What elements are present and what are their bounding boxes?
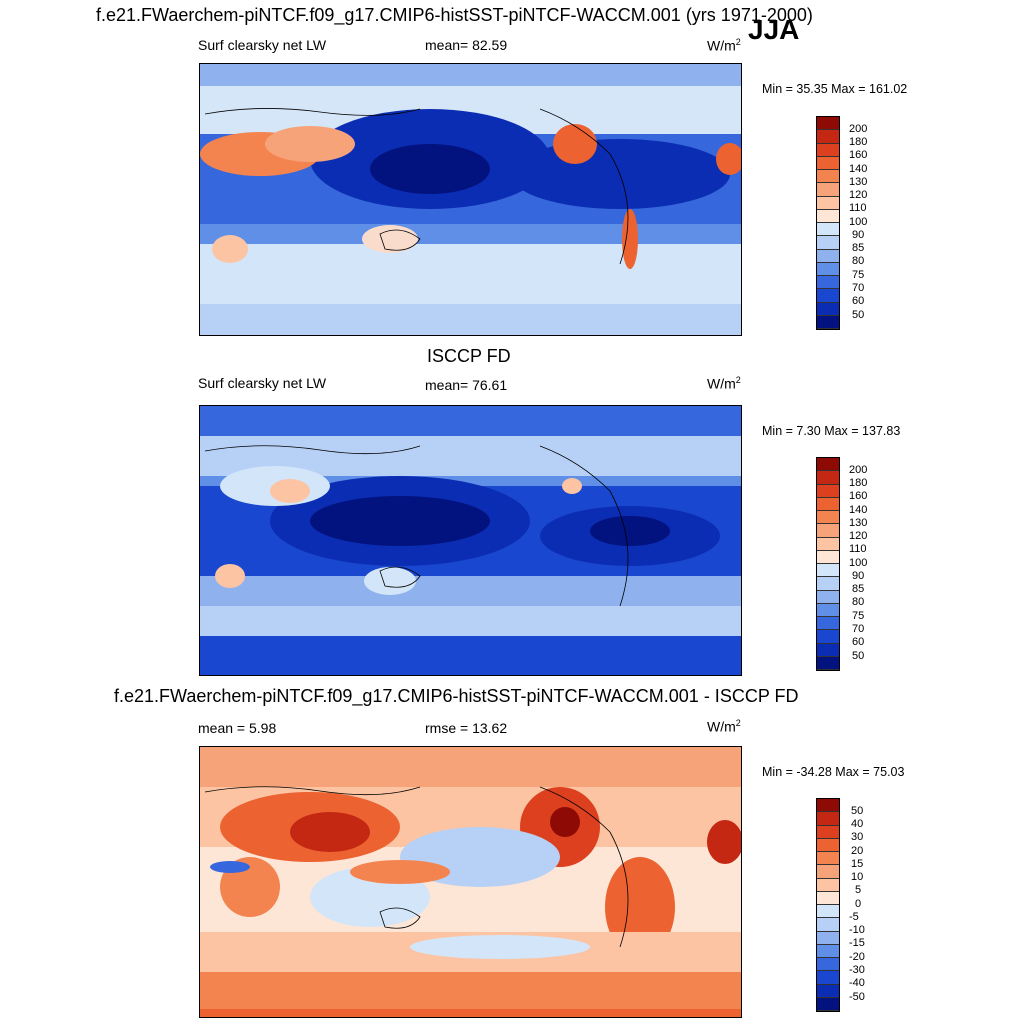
panel3-rmse-label: rmse = 13.62 <box>425 720 508 736</box>
colorbar-tick: -30 <box>849 964 865 976</box>
panel2-heading: ISCCP FD <box>427 346 511 366</box>
colorbar-tick: 75 <box>852 610 865 622</box>
colorbar-tick: 80 <box>852 255 865 267</box>
colorbar-tick: 130 <box>849 517 868 529</box>
colorbar-tick: 120 <box>849 530 868 542</box>
colorbar-tick: 110 <box>849 202 867 214</box>
colorbar-tick: 100 <box>849 557 868 569</box>
colorbar-tick: 140 <box>849 163 868 175</box>
colorbar-tick: 60 <box>852 636 865 648</box>
panel2-variable-label: Surf clearsky net LW <box>198 375 327 391</box>
colorbar-tick: 50 <box>852 650 865 662</box>
page-title: f.e21.FWaerchem-piNTCF.f09_g17.CMIP6-his… <box>96 5 813 25</box>
colorbar-tick: 90 <box>852 229 865 241</box>
panel3-mean-label: mean = 5.98 <box>198 720 277 736</box>
colorbar-tick: 30 <box>851 831 864 843</box>
panel1-variable-label: Surf clearsky net LW <box>198 37 327 53</box>
colorbar-tick: 20 <box>851 845 864 857</box>
panel1-colorbar <box>816 116 840 330</box>
colorbar-tick: 160 <box>849 149 868 161</box>
colorbar-tick: 180 <box>849 136 868 148</box>
colorbar-tick: -5 <box>849 911 859 923</box>
colorbar-tick: 140 <box>849 504 868 516</box>
colorbar-tick: 110 <box>849 543 867 555</box>
colorbar-tick: 50 <box>851 805 864 817</box>
panel3-colorbar <box>816 798 840 1012</box>
colorbar-tick: 15 <box>851 858 864 870</box>
colorbar-tick: 80 <box>852 596 865 608</box>
panel2-units: W/m2 <box>707 375 741 392</box>
colorbar-tick: 40 <box>851 818 864 830</box>
colorbar-tick: -15 <box>849 937 865 949</box>
colorbar-tick: -40 <box>849 977 865 989</box>
season-label: JJA <box>748 14 800 45</box>
colorbar-tick: -20 <box>849 951 865 963</box>
colorbar-tick: 75 <box>852 269 865 281</box>
colorbar-tick: 5 <box>855 884 862 896</box>
colorbar-tick: 85 <box>852 583 865 595</box>
colorbar-tick: 60 <box>852 295 865 307</box>
colorbar-tick: 0 <box>855 898 862 910</box>
colorbar-tick: -50 <box>849 991 865 1003</box>
colorbar-tick: 70 <box>852 623 865 635</box>
colorbar-tick: 100 <box>849 216 868 228</box>
panel2-map <box>199 405 742 676</box>
colorbar-tick: 85 <box>852 242 865 254</box>
colorbar-tick: 50 <box>852 309 865 321</box>
colorbar-tick: 200 <box>849 464 868 476</box>
colorbar-tick: 70 <box>852 282 865 294</box>
panel3-heading: f.e21.FWaerchem-piNTCF.f09_g17.CMIP6-his… <box>114 686 799 706</box>
colorbar-tick: 120 <box>849 189 868 201</box>
panel3-min-max: Min = -34.28 Max = 75.03 <box>762 765 905 779</box>
panel2-colorbar <box>816 457 840 671</box>
panel2-mean-label: mean= 76.61 <box>425 377 508 393</box>
colorbar-tick: 90 <box>852 570 865 582</box>
panel1-mean-label: mean= 82.59 <box>425 37 508 53</box>
panel3-units: W/m2 <box>707 718 741 735</box>
panel1-map <box>199 63 742 336</box>
colorbar-tick: 160 <box>849 490 868 502</box>
colorbar-tick: 130 <box>849 176 868 188</box>
panel3-map <box>199 746 742 1018</box>
colorbar-tick: 180 <box>849 477 868 489</box>
panel1-min-max: Min = 35.35 Max = 161.02 <box>762 82 908 96</box>
panel1-units: W/m2 <box>707 37 741 54</box>
colorbar-tick: -10 <box>849 924 865 936</box>
colorbar-tick: 10 <box>851 871 864 883</box>
colorbar-tick: 200 <box>849 123 868 135</box>
panel2-min-max: Min = 7.30 Max = 137.83 <box>762 424 901 438</box>
